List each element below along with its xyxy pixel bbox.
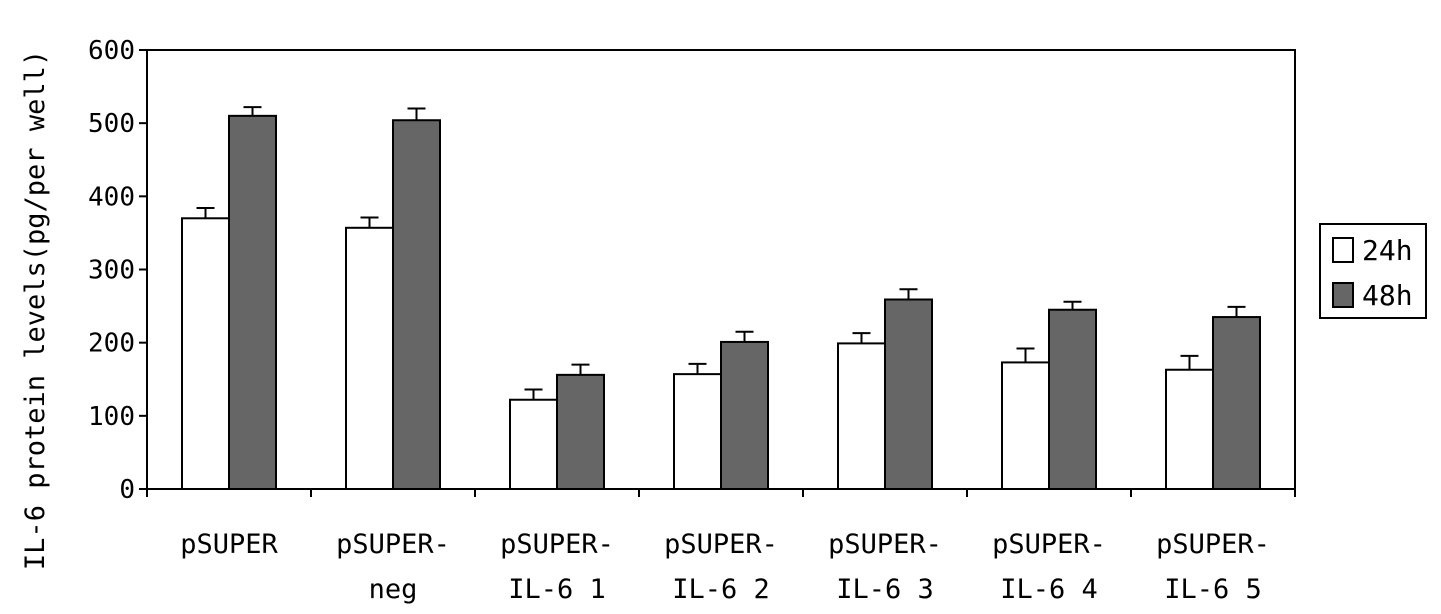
- legend-swatch-48h: [1332, 282, 1354, 308]
- x-category-label: pSUPER-: [664, 529, 778, 560]
- bar-24h: [673, 373, 722, 490]
- x-category-label: pSUPER-: [828, 529, 942, 560]
- bar-24h: [1165, 368, 1214, 491]
- plot-area: 0 100 200 300 400 500 600 pSUPER pSUPER-neg pSUPE…: [88, 36, 1296, 605]
- y-tick-label: 200: [88, 329, 135, 359]
- y-tick-label: 100: [88, 402, 135, 432]
- y-tick-label: 0: [119, 475, 135, 505]
- bar-24h: [345, 226, 394, 490]
- bar-24h: [837, 342, 886, 491]
- bar-48h: [556, 373, 605, 490]
- x-category-label: pSUPER: [180, 529, 278, 560]
- legend-label: 24h: [1362, 234, 1413, 267]
- bar-24h: [1001, 361, 1050, 490]
- bar-48h: [392, 119, 441, 491]
- x-category-label: IL-6 3: [836, 574, 934, 605]
- legend-swatch-24h: [1332, 237, 1354, 263]
- x-category-label: IL-6 2: [672, 574, 770, 605]
- y-tick-label: 400: [88, 182, 135, 212]
- bar-48h: [1212, 316, 1261, 490]
- x-category-label: IL-6 5: [1164, 574, 1262, 605]
- bar-24h: [181, 217, 230, 491]
- x-category-label: pSUPER-: [336, 529, 450, 560]
- y-axis-title: IL-6 protein levels(pg/per well): [20, 50, 51, 570]
- bar-24h: [509, 398, 558, 490]
- x-category-label: neg: [369, 574, 418, 605]
- y-tick-label: 500: [88, 109, 135, 139]
- bar-48h: [720, 340, 769, 490]
- bar-48h: [228, 114, 277, 490]
- x-category-label: IL-6 1: [508, 574, 606, 605]
- x-category-label: pSUPER-: [1156, 529, 1270, 560]
- bar-48h: [884, 298, 933, 490]
- x-category-label: pSUPER-: [992, 529, 1106, 560]
- x-category-label: pSUPER-: [500, 529, 614, 560]
- x-category-label: IL-6 4: [1000, 574, 1098, 605]
- bar-48h: [1048, 308, 1097, 490]
- y-tick-label: 600: [88, 36, 135, 66]
- y-tick-label: 300: [88, 256, 135, 286]
- legend-label: 48h: [1362, 279, 1413, 312]
